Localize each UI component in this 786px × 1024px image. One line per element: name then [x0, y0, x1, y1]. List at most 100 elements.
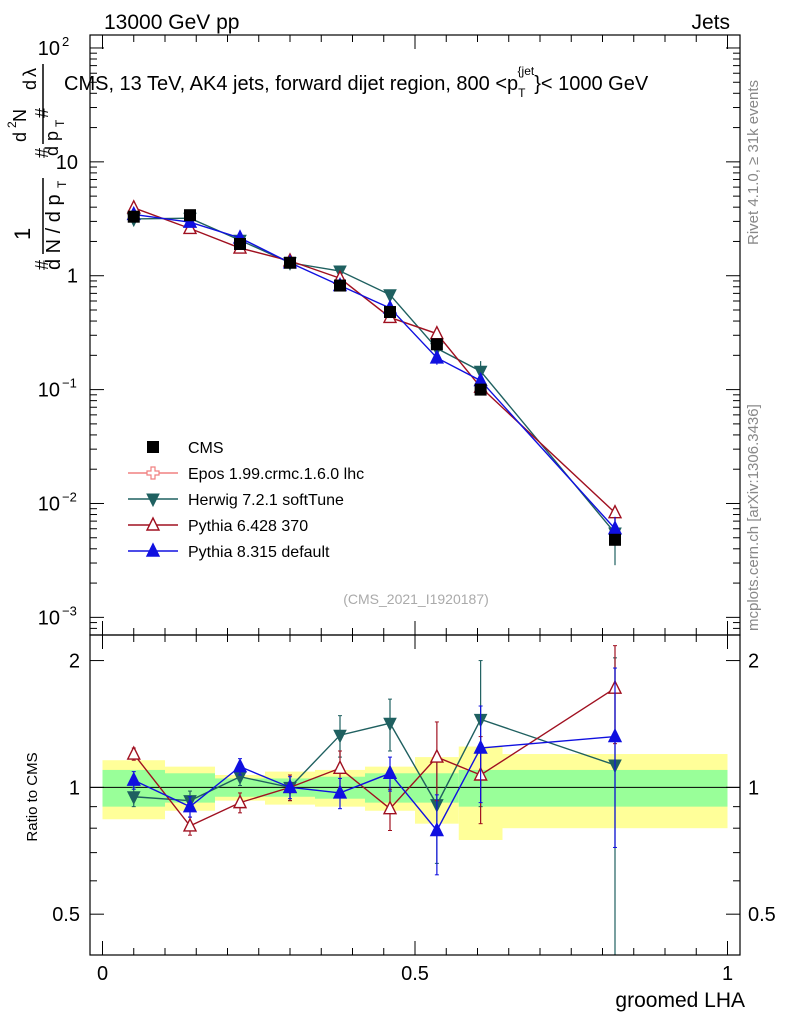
y-tick-label: 10	[56, 152, 78, 174]
x-tick-label: 1	[722, 963, 733, 985]
ratio-point	[332, 784, 348, 799]
data-point	[383, 289, 397, 303]
ratio-series-pythia-8-315-default	[126, 667, 623, 876]
y-tick-exponent: −2	[62, 489, 77, 504]
prediction-curves	[126, 199, 623, 566]
legend-marker	[147, 441, 159, 453]
legend-entry: Pythia 8.315 default	[128, 542, 330, 561]
ratio-point	[429, 821, 445, 837]
cms-point	[334, 279, 346, 292]
ratio-point	[383, 717, 397, 732]
y-label-part: λ	[20, 68, 40, 77]
y-label-part: d N / d p	[43, 194, 65, 270]
legend-entry: Herwig 7.2.1 softTune	[128, 492, 344, 509]
data-point	[429, 349, 445, 364]
ratio-point	[232, 794, 248, 809]
y-label-part: d	[20, 80, 40, 90]
header-left-text: 13000 GeV pp	[104, 11, 239, 34]
cms-point	[234, 237, 246, 250]
legend-label: Herwig 7.2.1 softTune	[188, 492, 344, 509]
y-tick-exponent: −3	[62, 603, 77, 618]
legend-label: CMS	[188, 440, 224, 457]
ratio-tick-label-right: 2	[748, 651, 759, 673]
y-label-part: N	[10, 109, 30, 122]
legend-entry: CMS	[147, 440, 224, 457]
mcplots-label: mcplots.cern.ch [arXiv:1306.3436]	[745, 404, 762, 631]
plot-title: CMS, 13 TeV, AK4 jets, forward dijet reg…	[64, 64, 649, 100]
cms-point	[384, 306, 396, 319]
ratio-panel: 0.5 0.5 1 1 2 2 Ratio to CMS	[24, 634, 776, 956]
y-tick-label: 10	[38, 38, 60, 60]
header-texts: 13000 GeV pp Jets	[104, 11, 730, 34]
ratio-tick-label-left: 0.5	[52, 904, 80, 926]
ratio-point	[382, 764, 398, 779]
ratio-point	[382, 800, 398, 815]
ratio-point	[429, 748, 445, 763]
ratio-tick-label-left: 2	[69, 651, 80, 673]
series-herwig-7-2-1-softtune	[126, 212, 622, 566]
y-tick-exponent: 2	[62, 34, 69, 49]
legend-entry: Epos 1.99.crmc.1.6.0 lhc	[128, 466, 364, 483]
ratio-curves	[126, 645, 623, 956]
cms-point	[184, 209, 196, 222]
ratio-point	[126, 791, 141, 805]
legend: CMS Epos 1.99.crmc.1.6.0 lhc Herwig 7.2.1 …	[128, 440, 364, 561]
x-axis-label: groomed LHA	[615, 989, 745, 1012]
ratio-point	[473, 739, 488, 754]
header-right-text: Jets	[691, 11, 730, 34]
y-tick-label: 10	[38, 607, 60, 629]
legend-entry: Pythia 6.428 370	[128, 516, 308, 535]
legend-marker	[145, 516, 161, 531]
data-point	[607, 504, 623, 519]
ratio-tick-label-right: 1	[748, 777, 759, 799]
cms-point	[284, 256, 296, 269]
title-main: CMS, 13 TeV, AK4 jets, forward dijet reg…	[64, 73, 518, 95]
y-tick-label: 1	[67, 266, 78, 288]
y-tick-exponent: −1	[62, 376, 77, 391]
y-label-part: T	[53, 119, 67, 127]
x-axis: 0 0.5 1	[97, 35, 733, 985]
ratio-point	[333, 729, 347, 744]
data-point	[182, 213, 198, 228]
cms-point	[127, 210, 140, 223]
legend-marker	[146, 466, 160, 480]
y-label-part: 2	[5, 121, 19, 128]
ratio-tick-label-left: 1	[69, 777, 80, 799]
x-tick-label: 0.5	[401, 963, 429, 985]
data-point	[607, 520, 623, 535]
ratio-tick-label-right: 0.5	[748, 904, 776, 926]
y-label-part: d p	[42, 131, 62, 156]
title-end: }< 1000 GeV	[534, 73, 649, 95]
ratio-point	[182, 817, 198, 832]
ratio-point	[232, 758, 248, 773]
ratio-y-label: Ratio to CMS	[24, 752, 41, 841]
y-label-part: T	[55, 180, 69, 188]
y-label-part: #	[32, 260, 52, 270]
series-line	[133, 217, 616, 534]
title-sub: T	[518, 86, 526, 100]
legend-marker	[145, 542, 161, 557]
x-tick-label: 0	[97, 963, 108, 985]
legend-marker	[146, 493, 160, 508]
ratio-point	[126, 745, 141, 760]
y-tick-label: 10	[38, 380, 60, 402]
y-label-part: 1	[10, 228, 35, 240]
y-label-part: d	[10, 132, 30, 142]
legend-label: Epos 1.99.crmc.1.6.0 lhc	[188, 466, 364, 483]
rivet-version-label: Rivet 4.1.0, ≥ 31k events	[745, 80, 762, 245]
y-label-part: #	[32, 108, 52, 118]
title-sup: {jet	[518, 64, 535, 78]
y-label-part: #	[32, 148, 52, 158]
legend-label: Pythia 8.315 default	[188, 544, 330, 561]
y-tick-label: 10	[38, 493, 60, 515]
ratio-point	[182, 798, 198, 813]
legend-label: Pythia 6.428 370	[188, 518, 308, 535]
ratio-point	[332, 759, 348, 774]
cms-point	[430, 338, 443, 351]
ratio-point	[282, 778, 298, 794]
